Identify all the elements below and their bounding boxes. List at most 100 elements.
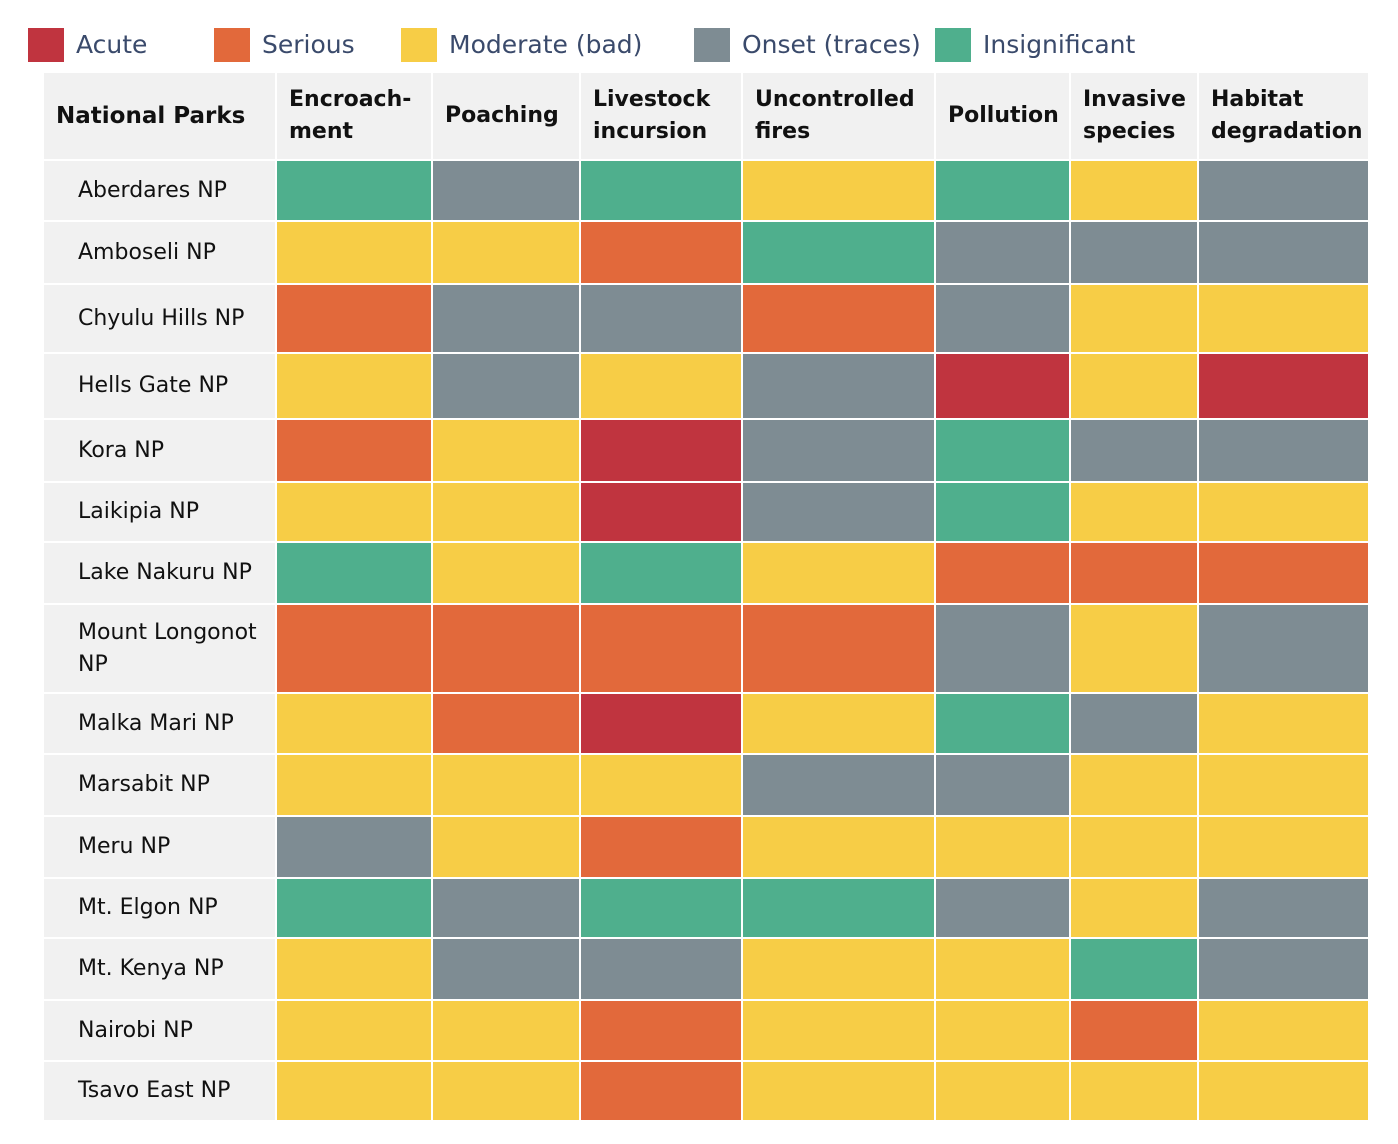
heatmap-cell-onset [936, 285, 1069, 352]
heatmap-cell-onset [936, 605, 1069, 692]
heatmap-cell-moderate [936, 939, 1069, 999]
heatmap-cell-acute [581, 694, 741, 753]
legend-item-acute: Acute [28, 28, 147, 62]
heatmap-cell-moderate [277, 1062, 431, 1120]
heatmap-cell-onset [1199, 939, 1368, 999]
legend-label-moderate: Moderate (bad) [449, 30, 643, 59]
heatmap-cell-moderate [433, 420, 579, 481]
heatmap-cell-moderate [1071, 354, 1197, 418]
column-header: Pollution [936, 73, 1069, 159]
heatmap-cell-moderate [433, 543, 579, 603]
heatmap-cell-onset [277, 817, 431, 877]
heatmap-cell-onset [743, 354, 934, 418]
heatmap-cell-serious [581, 1062, 741, 1120]
heatmap-cell-moderate [1071, 483, 1197, 541]
heatmap-cell-moderate [936, 1001, 1069, 1060]
legend-swatch-insignificant [935, 28, 971, 62]
heatmap-cell-onset [743, 483, 934, 541]
heatmap-cell-moderate [433, 222, 579, 283]
heatmap-cell-insignificant [743, 222, 934, 283]
row-label: Chyulu Hills NP [44, 285, 275, 352]
heatmap-cell-insignificant [277, 879, 431, 937]
row-header-title: National Parks [44, 73, 275, 159]
heatmap-cell-insignificant [1071, 939, 1197, 999]
heatmap-cell-moderate [743, 939, 934, 999]
row-label: Amboseli NP [44, 222, 275, 283]
legend-swatch-serious [214, 28, 250, 62]
heatmap-cell-moderate [433, 1001, 579, 1060]
heatmap-cell-onset [1199, 879, 1368, 937]
row-label: Aberdares NP [44, 161, 275, 220]
legend-label-onset: Onset (traces) [742, 30, 921, 59]
heatmap-cell-insignificant [743, 879, 934, 937]
heatmap-cell-moderate [1199, 755, 1368, 815]
heatmap-cell-moderate [1199, 1062, 1368, 1120]
heatmap-cell-moderate [1199, 483, 1368, 541]
column-header: Poaching [433, 73, 579, 159]
heatmap-cell-moderate [936, 817, 1069, 877]
heatmap-cell-moderate [1199, 285, 1368, 352]
heatmap-cell-serious [1199, 543, 1368, 603]
heatmap-cell-onset [936, 755, 1069, 815]
heatmap-cell-insignificant [581, 543, 741, 603]
row-label: Hells Gate NP [44, 354, 275, 418]
legend-label-acute: Acute [76, 30, 148, 59]
heatmap-cell-moderate [743, 161, 934, 220]
heatmap-cell-moderate [1071, 817, 1197, 877]
heatmap-cell-acute [936, 354, 1069, 418]
heatmap-cell-insignificant [936, 161, 1069, 220]
heatmap-cell-onset [581, 285, 741, 352]
legend-item-insignificant: Insignificant [935, 28, 1135, 62]
heatmap-cell-serious [433, 605, 579, 692]
heatmap-cell-moderate [277, 939, 431, 999]
heatmap-cell-moderate [1071, 605, 1197, 692]
column-header: Invasive species [1071, 73, 1197, 159]
row-label: Tsavo East NP [44, 1062, 275, 1120]
heatmap-cell-serious [581, 222, 741, 283]
heatmap-cell-moderate [433, 1062, 579, 1120]
heatmap-cell-moderate [1071, 161, 1197, 220]
heatmap-cell-onset [1199, 605, 1368, 692]
heatmap-cell-moderate [277, 1001, 431, 1060]
row-label: Mount Longonot NP [44, 605, 275, 692]
legend-swatch-moderate [401, 28, 437, 62]
heatmap-cell-moderate [1199, 694, 1368, 753]
heatmap-cell-onset [743, 755, 934, 815]
heatmap-cell-moderate [277, 694, 431, 753]
heatmap-cell-serious [277, 285, 431, 352]
heatmap-cell-moderate [1199, 817, 1368, 877]
legend-item-serious: Serious [214, 28, 355, 62]
row-label: Laikipia NP [44, 483, 275, 541]
heatmap-cell-moderate [581, 755, 741, 815]
heatmap-cell-onset [1199, 420, 1368, 481]
heatmap-cell-onset [433, 354, 579, 418]
heatmap-cell-insignificant [277, 543, 431, 603]
heatmap-cell-serious [581, 605, 741, 692]
heatmap-cell-serious [581, 1001, 741, 1060]
heatmap-cell-moderate [277, 354, 431, 418]
heatmap-cell-acute [1199, 354, 1368, 418]
heatmap-cell-moderate [743, 694, 934, 753]
heatmap-cell-onset [581, 939, 741, 999]
heatmap-cell-onset [433, 879, 579, 937]
legend-label-serious: Serious [262, 30, 355, 59]
heatmap-cell-insignificant [581, 161, 741, 220]
heatmap-cell-serious [743, 605, 934, 692]
heatmap-cell-moderate [743, 1062, 934, 1120]
legend-item-onset: Onset (traces) [694, 28, 921, 62]
column-header: Uncontrolled fires [743, 73, 934, 159]
heatmap-cell-onset [1071, 222, 1197, 283]
heatmap-cell-serious [433, 694, 579, 753]
heatmap-cell-moderate [433, 817, 579, 877]
legend-label-insignificant: Insignificant [983, 30, 1136, 59]
heatmap-cell-moderate [743, 817, 934, 877]
heatmap-cell-onset [743, 420, 934, 481]
heatmap-cell-serious [936, 543, 1069, 603]
heatmap-cell-serious [743, 285, 934, 352]
heatmap-cell-onset [1071, 420, 1197, 481]
heatmap-cell-moderate [743, 1001, 934, 1060]
heatmap-cell-moderate [1071, 755, 1197, 815]
heatmap-cell-insignificant [277, 161, 431, 220]
legend-item-moderate: Moderate (bad) [401, 28, 642, 62]
heatmap-cell-serious [277, 420, 431, 481]
